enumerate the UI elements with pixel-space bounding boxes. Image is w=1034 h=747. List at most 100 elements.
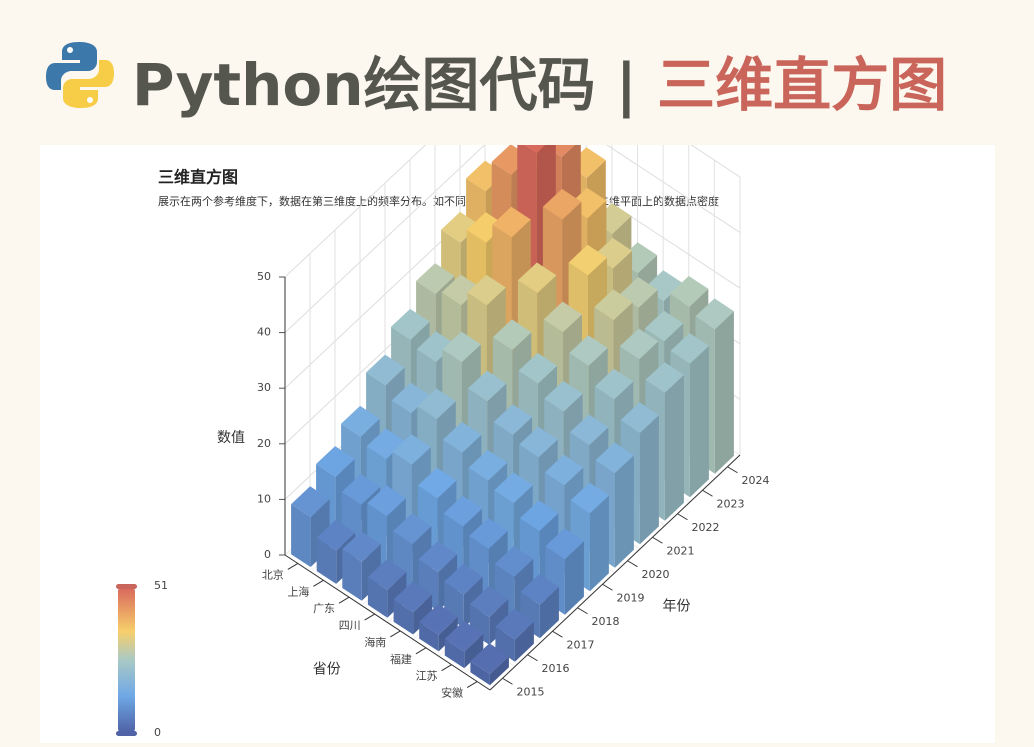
bar-top [492,206,531,238]
bar-top [341,405,380,437]
z-tick-label: 20 [257,437,271,450]
bar-side [564,541,584,615]
bar-front [393,599,414,635]
bar [419,604,458,652]
bar-top [467,274,506,306]
bar-top [342,531,381,562]
bar [495,608,534,662]
y-tick [502,677,513,685]
z-tick-label: 10 [257,492,271,505]
bar-top [291,486,330,517]
banner-title: Python绘图代码 | 三维直方图 [132,38,947,122]
bar-top [441,211,480,243]
x-tick-label: 福建 [390,652,412,666]
bar-side [489,656,509,686]
bar-top [519,500,559,532]
bar-top [695,298,734,330]
bar-side [438,616,458,652]
bar-top [467,370,507,402]
bar-top [316,446,355,477]
y-tick-label: 2016 [542,662,570,675]
z-tick-label: 50 [257,270,271,283]
x-tick [313,579,324,587]
bar-top [645,362,684,393]
bar-top [316,519,356,551]
bar-side [539,586,559,639]
bar-side [714,311,734,474]
bar-side [664,374,684,521]
y-axis-label: 年份 [663,598,691,614]
bar-side [689,345,709,498]
bar-front [291,504,311,567]
x-tick-label: 江苏 [416,670,438,683]
bar-top [520,574,559,605]
bar-front [444,638,465,669]
visual-map-min: 0 [154,726,161,739]
bar-top [466,212,506,243]
x-tick-label: 四川 [339,619,361,632]
bar-top [442,331,481,363]
y-tick [727,466,738,474]
bar-top [391,382,431,414]
bar-top [470,643,509,674]
bar-side [639,415,659,545]
bar-side [489,599,509,645]
y-tick-label: 2023 [717,497,745,510]
bar-top [418,541,458,573]
y-tick [552,630,563,638]
x-tick-label: 海南 [364,635,386,649]
x-tick [441,664,452,672]
bar-top [366,354,405,386]
bar-top [442,421,482,453]
y-tick [627,560,638,568]
bar-top [392,513,432,545]
bar-top [545,528,584,560]
bar-top [492,319,532,350]
visual-map-handle [116,731,137,736]
bar-top [569,414,609,446]
y-axis [489,454,741,691]
y-tick-label: 2018 [592,615,620,628]
bar-top [444,563,483,595]
bar-top [416,263,455,294]
visual-map-handle [116,584,137,589]
y-tick-label: 2015 [517,685,545,698]
bar-top [441,274,481,306]
bar-top [619,328,659,360]
bar-top [594,368,634,400]
bar-top [444,620,484,652]
bar-front [470,661,490,686]
chart-subtitle: 展示在两个参考维度下，数据在第三维度上的频率分布。如不同时间段内的销售量分布，或… [158,194,719,208]
bar-top [494,472,533,504]
bar-top [543,301,582,333]
bar [470,643,509,686]
bar-top [443,495,483,527]
banner: Python绘图代码 | 三维直方图 [0,0,1034,140]
x-tick [466,681,478,688]
x-tick [287,563,299,570]
bar-top [419,604,458,635]
bar-side [614,455,634,568]
bar [444,620,484,669]
bar-top [595,442,634,474]
banner-title-main: Python绘图代码 [132,51,596,119]
y-tick-label: 2022 [692,521,720,534]
bar-top [669,276,709,307]
bar-side [514,621,534,662]
bar [545,528,584,615]
bar-top [495,608,534,640]
x-tick [390,630,401,638]
x-tick-label: 上海 [287,584,309,598]
bar-top [469,586,509,617]
bar-top [367,485,406,517]
bar-top [366,428,406,460]
y-tick [577,607,588,615]
bar-front [342,549,362,601]
bar-top [518,352,557,384]
bar-top [392,434,431,465]
y-tick-label: 2019 [617,591,645,604]
z-axis-label: 数值 [217,430,245,446]
x-tick [364,613,375,621]
banner-separator: | [615,51,637,119]
bar-top [670,333,709,364]
